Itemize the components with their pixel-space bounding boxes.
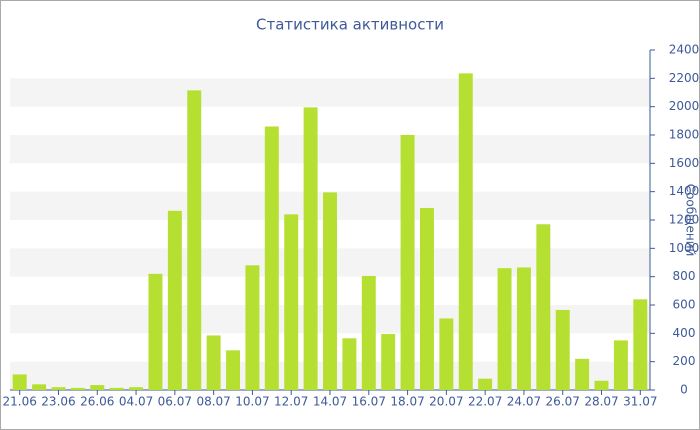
y-tick-label: 1400 [669,184,700,198]
bar [245,265,260,390]
bar [148,273,163,390]
x-tick-label: 21.06 [3,395,37,409]
chart-title: Статистика активности [256,16,444,34]
bar [284,214,299,390]
y-tick-label: 0 [680,383,688,397]
bar [32,384,47,390]
bar [555,309,570,390]
x-tick-label: 08.07 [196,395,230,409]
y-tick-label: 1600 [669,156,700,170]
bar [381,334,396,390]
x-tick-label: 04.07 [119,395,153,409]
y-tick-label: 600 [673,298,696,312]
bar [594,380,609,390]
x-tick-label: 23.06 [41,395,75,409]
x-tick-label: 26.07 [546,395,580,409]
bar [516,267,531,390]
x-tick-label: 12.07 [274,395,308,409]
y-tick-label: 1000 [669,241,700,255]
bar [187,90,202,390]
x-tick-label: 20.07 [429,395,463,409]
bar [109,387,124,390]
x-tick-label: 31.07 [623,395,657,409]
bar [264,126,279,390]
bar [323,192,337,390]
y-tick-label: 2000 [669,99,700,113]
bar [419,207,434,390]
x-tick-label: 22.07 [468,395,502,409]
x-tick-label: 18.07 [390,395,424,409]
bar [70,387,85,390]
x-tick-label: 26.06 [80,395,114,409]
y-tick-label: 400 [673,326,696,340]
bar [613,340,628,390]
y-tick-label: 2200 [669,71,700,85]
grid-band [10,78,650,107]
y-tick-label: 800 [673,269,696,283]
bar [303,107,318,390]
x-tick-label: 24.07 [507,395,541,409]
x-tick-label: 28.07 [584,395,618,409]
x-tick-label: 10.07 [235,395,269,409]
bar [478,378,493,390]
bar [458,73,473,390]
bar [633,299,648,390]
bar [51,387,66,390]
bar [167,210,182,390]
bar [129,387,144,390]
bar [90,385,105,390]
bar [226,350,241,390]
y-tick-label: 1800 [669,128,700,142]
y-axis-label: Сообщений [684,184,698,257]
y-tick-label: 200 [673,354,696,368]
bar [575,358,590,390]
x-tick-label: 16.07 [352,395,386,409]
bar [536,224,551,390]
y-tick-label: 2400 [669,43,700,57]
x-tick-label: 14.07 [313,395,347,409]
bar [497,268,512,390]
x-tick-label: 06.07 [158,395,192,409]
bar [400,135,415,390]
bar [12,374,27,390]
y-tick-label: 1200 [669,213,700,227]
bar [342,338,357,390]
bar [206,335,221,390]
bar [439,318,454,390]
bar [361,275,376,390]
grid-band [10,135,650,164]
